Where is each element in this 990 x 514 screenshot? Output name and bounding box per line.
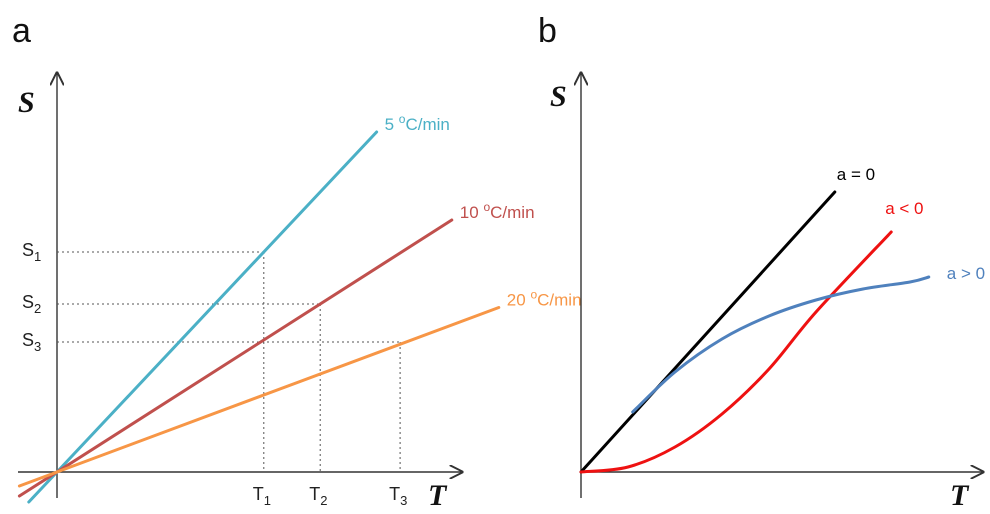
panel-a-series-label-3: 20 oC/min: [507, 288, 582, 310]
panel-a-x-mark-1: T1: [253, 484, 271, 508]
panel-b-series-labels: a = 0 a < 0 a > 0: [837, 165, 985, 283]
panel-a-x-mark-2: T2: [309, 484, 327, 508]
panel-a-y-mark-3: S3: [22, 330, 41, 354]
panel-a-x-mark-3: T3: [389, 484, 407, 508]
panel-b-series-group: [579, 190, 931, 474]
panel-b-series-line-3: [631, 275, 931, 414]
panel-b-series-label-2: a < 0: [885, 199, 923, 218]
panel-a-series-label-2: 10 oC/min: [460, 200, 535, 222]
panel-a-series-line-1: [27, 130, 379, 504]
panel-a-series-group: [17, 130, 501, 504]
panel-a-y-axis-label: S: [18, 86, 35, 119]
panel-b-y-axis-label: S: [550, 80, 567, 113]
panel-letter-b: b: [538, 12, 557, 50]
panel-letter-a: a: [12, 12, 31, 50]
panel-a-x-marks: T1 T2 T3: [253, 484, 408, 508]
panel-a-y-mark-1: S1: [22, 240, 41, 264]
panel-a-y-marks: S1 S2 S3: [22, 240, 41, 354]
panel-a-series-label-1: 5 oC/min: [385, 112, 450, 134]
panel-b: b S T a = 0 a < 0 a > 0: [538, 12, 985, 512]
panel-b-series-label-3: a > 0: [947, 264, 985, 283]
panel-a-guides: [57, 251, 401, 472]
panel-a-series-labels: 5 oC/min 10 oC/min 20 oC/min: [385, 112, 582, 310]
panel-b-series-line-1: [579, 190, 837, 474]
panel-b-series-line-2: [579, 230, 893, 474]
panel-a-y-mark-2: S2: [22, 292, 41, 316]
panel-b-series-label-1: a = 0: [837, 165, 875, 184]
panel-a-series-line-2: [17, 218, 454, 498]
panel-a-x-axis-label: T: [428, 479, 448, 512]
panel-a-series-line-3: [17, 306, 501, 488]
panel-b-x-axis-label: T: [950, 479, 970, 512]
